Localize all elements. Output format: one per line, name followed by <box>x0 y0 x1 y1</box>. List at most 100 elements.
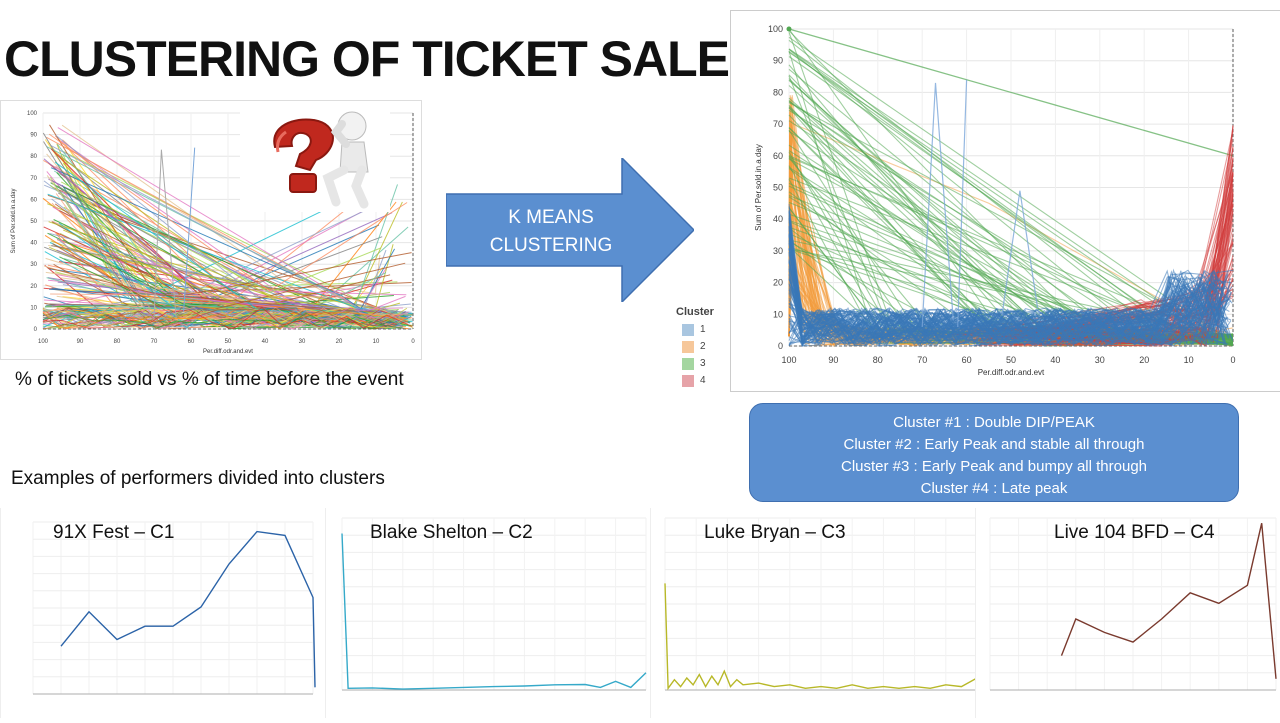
legend-label: 2 <box>700 341 706 352</box>
y-tick-label: 30 <box>773 246 783 256</box>
y-tick-label: 20 <box>773 278 783 288</box>
x-tick-label: 10 <box>373 339 380 345</box>
clustered-sales-chart: 0 10 20 30 40 50 60 70 80 90 100 100 90 80 70 60 50 40 30 2… <box>730 10 1280 392</box>
example-title: 91X Fest – C1 <box>53 522 175 543</box>
y-tick-label: 0 <box>778 341 783 351</box>
legend-item-4: 4 <box>676 372 714 389</box>
x-tick-label: 90 <box>77 339 84 345</box>
example-title: Luke Bryan – C3 <box>704 522 846 543</box>
cluster-1-line <box>788 214 1223 348</box>
cluster-1-line <box>788 270 1229 345</box>
legend-swatch <box>682 357 694 370</box>
sales-line <box>42 312 403 329</box>
example-title: Blake Shelton – C2 <box>370 522 533 543</box>
y-tick-label: 0 <box>34 327 38 333</box>
y-axis-label: Sum of Per.sold.in.a.day <box>754 144 763 231</box>
y-tick-label: 30 <box>30 262 37 268</box>
y-tick-label: 80 <box>773 87 783 97</box>
y-tick-label: 60 <box>30 197 37 203</box>
x-tick-label: 20 <box>1139 355 1149 365</box>
x-tick-label: 50 <box>1006 355 1016 365</box>
cluster-description: Cluster #4 : Late peak <box>920 480 1068 497</box>
y-tick-label: 10 <box>773 309 783 319</box>
cluster-1-line <box>788 225 1230 346</box>
legend-item-2: 2 <box>676 338 714 355</box>
example-line <box>60 530 316 688</box>
sales-line <box>42 312 409 330</box>
cluster-3-point <box>786 26 792 32</box>
x-tick-label: 50 <box>225 339 232 345</box>
legend-title: Cluster <box>676 306 714 318</box>
cluster-3-line <box>788 50 1234 346</box>
y-tick-label: 40 <box>30 241 37 247</box>
cluster-legend: Cluster 1 2 3 4 <box>676 306 714 389</box>
cluster-description: Cluster #1 : Double DIP/PEAK <box>893 414 1095 431</box>
right-arrow-icon <box>446 158 694 302</box>
slide-title: CLUSTERING OF TICKET SALES <box>4 31 762 87</box>
arrow-label-line-1: K MEANS <box>508 207 594 228</box>
example-line <box>664 583 978 691</box>
sales-line <box>48 133 408 292</box>
cluster-description: Cluster #3 : Early Peak and bumpy all th… <box>841 458 1147 475</box>
y-tick-label: 100 <box>768 24 783 34</box>
legend-label: 3 <box>700 358 706 369</box>
x-tick-label: 60 <box>962 355 972 365</box>
sales-line <box>42 307 410 330</box>
example-chart-luke-bryan: Luke Bryan – C3 <box>650 508 981 718</box>
y-tick-label: 70 <box>30 176 37 182</box>
x-tick-label: 30 <box>1095 355 1105 365</box>
example-chart-svg <box>989 517 1277 691</box>
y-tick-label: 80 <box>30 154 37 160</box>
example-chart-svg <box>32 521 316 695</box>
examples-caption: Examples of performers divided into clus… <box>11 468 385 489</box>
cluster-1-line <box>788 258 1221 346</box>
sales-line <box>42 307 401 330</box>
x-tick-label: 80 <box>114 339 121 345</box>
cluster-1-line <box>921 82 954 328</box>
y-tick-label: 50 <box>30 219 37 225</box>
x-tick-label: 20 <box>336 339 343 345</box>
sales-line <box>59 239 407 296</box>
x-tick-label: 70 <box>151 339 158 345</box>
x-tick-label: 40 <box>262 339 269 345</box>
cluster-1-line <box>788 285 1229 346</box>
x-tick-label: 10 <box>1184 355 1194 365</box>
cluster-1-line <box>788 262 1218 347</box>
example-line <box>341 533 647 690</box>
cluster-description-box: Cluster #1 : Double DIP/PEAK Cluster #2 … <box>749 403 1239 502</box>
example-title: Live 104 BFD – C4 <box>1054 522 1215 543</box>
sales-line <box>42 306 413 330</box>
y-tick-label: 20 <box>30 284 37 290</box>
thinking-man-clipart <box>240 102 390 212</box>
sales-line <box>50 148 388 328</box>
sales-line <box>153 149 177 319</box>
y-tick-label: 70 <box>773 119 783 129</box>
sales-line <box>59 256 394 329</box>
x-tick-label: 0 <box>411 339 415 345</box>
cluster-1-line <box>788 283 1222 347</box>
y-axis-label: Sum of Per.sold.in.a.day <box>11 188 17 253</box>
sales-line <box>183 147 196 312</box>
x-tick-label: 30 <box>299 339 306 345</box>
axis-caption: % of tickets sold vs % of time before th… <box>15 369 404 390</box>
cluster-1-line <box>957 79 968 328</box>
y-tick-label: 90 <box>773 56 783 66</box>
legend-swatch <box>682 340 694 353</box>
cluster-1-line <box>788 243 1226 344</box>
cluster-3-line <box>788 28 1234 157</box>
example-chart-svg <box>664 517 978 691</box>
x-tick-label: 60 <box>188 339 195 345</box>
cluster-1-line <box>788 235 1222 346</box>
cluster-description: Cluster #2 : Early Peak and stable all t… <box>843 436 1145 453</box>
example-chart-svg <box>341 517 647 691</box>
legend-label: 4 <box>700 375 706 386</box>
arrow-label-line-2: CLUSTERING <box>489 235 613 256</box>
example-chart-91x-fest: 91X Fest – C1 <box>0 508 321 718</box>
legend-label: 1 <box>700 324 706 335</box>
example-chart-blake-shelton: Blake Shelton – C2 <box>325 508 651 718</box>
x-tick-label: 90 <box>828 355 838 365</box>
sales-line <box>56 249 394 313</box>
legend-swatch <box>682 374 694 387</box>
x-tick-label: 0 <box>1230 355 1235 365</box>
